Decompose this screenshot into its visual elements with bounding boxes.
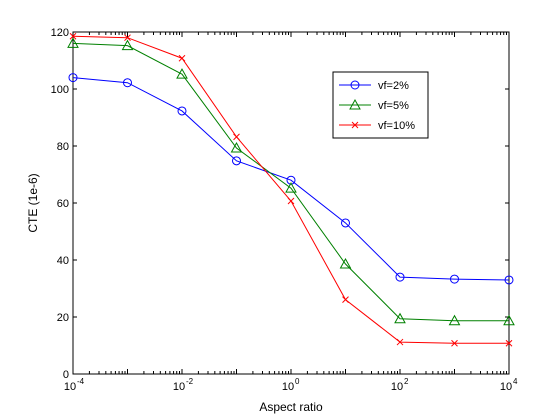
x-tick-label-base: 10 [173,381,185,393]
legend-entry: vf=5% [339,98,409,112]
x-tick-label-base: 10 [282,381,294,393]
x-marker-stroke [287,197,295,205]
y-tick-label: 120 [51,27,69,39]
data-point-series-3 [396,338,404,346]
x-tick-label-base: 10 [64,381,76,393]
legend-entry: vf=10% [339,120,415,132]
series-line-2 [72,42,509,322]
legend-marker [350,80,360,90]
x-tick-label: 10 -4 [64,377,85,393]
data-point-series-2 [67,37,79,48]
data-point-series-3 [287,197,295,205]
y-tick-label: 40 [57,255,69,267]
x-marker-stroke [505,339,513,347]
plot-area [72,31,510,375]
data-point-series-2 [394,312,406,324]
data-point-series-3 [69,32,77,40]
data-point-series-2 [230,141,243,153]
legend-marker [349,98,361,110]
legend-entry: vf=2% [339,80,409,92]
series-line-1 [72,77,510,281]
data-point-series-3 [124,34,131,42]
y-tick-label: 60 [57,198,69,210]
x-tick-label-exponent: 2 [404,377,409,386]
x-tick-label-base: 10 [391,381,403,393]
x-tick-label-exponent: 0 [295,377,300,386]
x-tick-label: 10 4 [500,377,518,393]
data-point-series-1 [341,218,350,228]
data-point-series-1 [177,106,187,116]
data-point-series-2 [121,39,134,51]
legend-label: vf=10% [378,120,415,132]
x-tick-label-exponent: 4 [513,377,518,386]
y-tick-label: 0 [63,369,69,381]
data-point-series-1 [232,156,241,166]
x-tick-label-exponent: -4 [77,377,85,386]
data-point-series-2 [448,314,461,326]
x-marker-stroke [396,338,404,346]
data-point-series-1 [123,78,132,88]
x-marker-stroke [451,339,458,347]
data-point-series-3 [233,133,240,141]
x-tick-label: 10 -2 [173,377,194,393]
y-tick-label: 100 [51,84,69,96]
x-tick-label: 10 0 [282,377,300,393]
x-marker-stroke [351,121,359,129]
data-point-series-1 [395,272,405,282]
legend-label: vf=2% [378,80,409,92]
data-point-series-3 [451,339,458,347]
x-marker-stroke [69,32,77,40]
x-axis-label: Aspect ratio [259,400,323,414]
legend-label: vf=5% [378,100,409,112]
x-marker-stroke [233,133,240,141]
y-tick-label: 20 [57,312,69,324]
x-marker-stroke [178,54,186,62]
y-axis-label: CTE (1e-6) [26,173,40,232]
data-point-series-1 [68,73,78,83]
x-tick-label-exponent: -2 [186,377,194,386]
data-point-series-1 [450,274,459,284]
data-point-series-2 [503,314,515,326]
data-point-series-3 [178,54,186,62]
y-tick-label: 80 [57,141,69,153]
data-point-series-3 [505,339,513,347]
data-point-series-2 [285,182,297,193]
x-tick-label-base: 10 [500,381,512,393]
data-point-series-3 [342,296,349,303]
x-tick-label: 10 2 [391,377,409,393]
x-marker-stroke [124,34,131,42]
data-point-series-2 [176,68,188,79]
x-marker-stroke [342,296,349,303]
legend-marker [351,121,359,129]
data-point-series-2 [339,257,352,269]
data-point-series-1 [504,275,514,285]
